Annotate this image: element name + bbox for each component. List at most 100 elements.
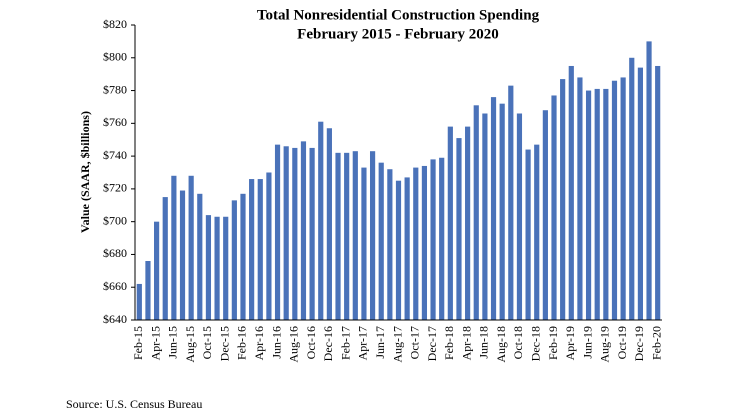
bar bbox=[603, 88, 609, 321]
bar bbox=[214, 216, 220, 320]
y-tick-label: $720 bbox=[103, 181, 127, 195]
bar bbox=[577, 77, 583, 320]
x-tick-label: Jun-16 bbox=[269, 326, 283, 359]
x-tick-label: Dec-19 bbox=[632, 326, 646, 361]
y-tick-label: $760 bbox=[103, 115, 127, 129]
chart-subtitle: February 2015 - February 2020 bbox=[297, 26, 499, 42]
y-tick-label: $800 bbox=[103, 50, 127, 64]
bar bbox=[145, 261, 151, 320]
x-tick-label: Oct-16 bbox=[304, 326, 318, 359]
y-axis-title: Value (SAAR, $billions) bbox=[78, 111, 92, 233]
bar bbox=[257, 179, 263, 320]
bar bbox=[292, 147, 298, 320]
bar bbox=[456, 138, 462, 320]
bar bbox=[378, 162, 384, 320]
y-tick-label: $820 bbox=[103, 17, 127, 31]
bar bbox=[154, 221, 160, 320]
bar bbox=[162, 197, 168, 320]
bar bbox=[620, 77, 626, 320]
x-tick-label: Apr-15 bbox=[148, 326, 162, 360]
bar bbox=[197, 193, 203, 320]
bar bbox=[404, 177, 410, 320]
x-tick-label: Jun-15 bbox=[166, 326, 180, 359]
y-tick-label: $700 bbox=[103, 213, 127, 227]
bar bbox=[231, 200, 237, 320]
bar bbox=[413, 167, 419, 320]
x-tick-label: Feb-15 bbox=[131, 326, 145, 360]
x-tick-label: Feb-18 bbox=[442, 326, 456, 360]
bar bbox=[395, 180, 402, 320]
bar bbox=[309, 147, 315, 320]
bar bbox=[482, 113, 488, 320]
bar bbox=[283, 146, 289, 320]
bar bbox=[223, 216, 229, 320]
bar bbox=[421, 165, 428, 320]
bar bbox=[560, 79, 566, 320]
x-tick-label: Dec-18 bbox=[528, 326, 542, 361]
x-tick-label: Jun-17 bbox=[373, 326, 387, 359]
bar bbox=[171, 175, 177, 320]
bar bbox=[611, 80, 618, 320]
bar bbox=[637, 67, 643, 320]
bar bbox=[516, 113, 523, 320]
bar bbox=[430, 159, 436, 320]
x-tick-label: Aug-18 bbox=[494, 326, 508, 363]
bar bbox=[361, 167, 367, 320]
bar bbox=[335, 152, 341, 320]
bar bbox=[646, 41, 652, 321]
bar bbox=[240, 193, 246, 320]
x-tick-label: Oct-17 bbox=[408, 326, 422, 359]
bar bbox=[318, 121, 324, 320]
chart-title: Total Nonresidential Construction Spendi… bbox=[257, 7, 540, 23]
bar bbox=[542, 110, 548, 320]
bar bbox=[490, 97, 497, 320]
bar bbox=[387, 169, 393, 320]
bar bbox=[266, 172, 272, 320]
bar bbox=[594, 88, 600, 321]
bar bbox=[274, 144, 281, 320]
x-tick-label: Apr-16 bbox=[252, 326, 266, 360]
bar bbox=[508, 85, 514, 320]
bar bbox=[300, 141, 307, 320]
x-tick-label: Apr-18 bbox=[459, 326, 473, 360]
bar bbox=[344, 152, 350, 320]
x-tick-label: Oct-15 bbox=[200, 326, 214, 359]
bar bbox=[439, 157, 445, 320]
y-tick-label: $740 bbox=[103, 148, 127, 162]
bar bbox=[205, 215, 212, 320]
x-tick-label: Jun-18 bbox=[477, 326, 491, 359]
x-tick-label: Apr-19 bbox=[563, 326, 577, 360]
bar bbox=[326, 128, 332, 320]
y-tick-label: $660 bbox=[103, 279, 127, 293]
bar bbox=[369, 151, 376, 320]
bar bbox=[551, 95, 557, 320]
bar bbox=[585, 90, 592, 320]
bar bbox=[179, 190, 186, 320]
x-tick-label: Feb-16 bbox=[235, 326, 249, 360]
x-tick-label: Feb-19 bbox=[546, 326, 560, 360]
x-tick-label: Dec-16 bbox=[321, 326, 335, 361]
bar bbox=[499, 103, 505, 321]
x-tick-label: Apr-17 bbox=[356, 326, 370, 360]
bar bbox=[629, 57, 635, 321]
bar bbox=[534, 144, 540, 320]
bar bbox=[447, 126, 453, 320]
x-tick-label: Aug-17 bbox=[390, 326, 404, 363]
bar bbox=[465, 126, 471, 320]
x-tick-label: Aug-15 bbox=[183, 326, 197, 363]
x-tick-label: Dec-15 bbox=[217, 326, 231, 361]
y-tick-label: $680 bbox=[103, 246, 127, 260]
x-tick-label: Feb-20 bbox=[649, 326, 663, 360]
x-tick-label: Aug-16 bbox=[287, 326, 301, 363]
bar bbox=[568, 65, 574, 320]
bar bbox=[525, 149, 531, 320]
y-tick-label: $640 bbox=[103, 312, 127, 326]
y-tick-label: $780 bbox=[103, 82, 127, 96]
x-tick-label: Aug-19 bbox=[598, 326, 612, 363]
x-tick-label: Dec-17 bbox=[425, 326, 439, 361]
bar bbox=[249, 179, 255, 320]
x-tick-label: Oct-19 bbox=[615, 326, 629, 359]
bar bbox=[188, 175, 194, 320]
x-tick-label: Feb-17 bbox=[338, 326, 352, 360]
x-tick-label: Jun-19 bbox=[580, 326, 594, 359]
